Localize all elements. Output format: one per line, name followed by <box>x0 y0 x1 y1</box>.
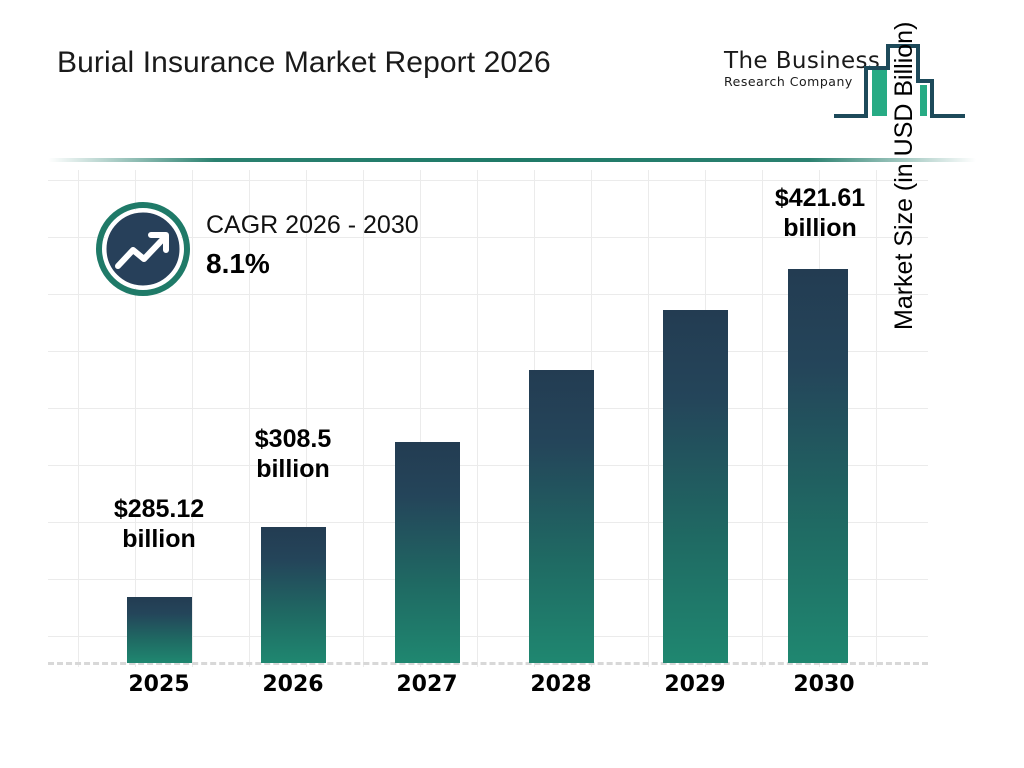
bar-2025[interactable] <box>127 597 192 663</box>
chart-baseline <box>48 662 928 665</box>
bar-value-label-2030: $421.61 billion <box>755 184 885 243</box>
page-title: Burial Insurance Market Report 2026 <box>57 46 551 79</box>
bar-chart-skyline-logo-mark-icon <box>832 38 967 128</box>
bar-value-unit-2030: billion <box>783 213 857 242</box>
chart-plot-area: $285.12 billion $308.5 billion $421.61 b… <box>48 170 928 667</box>
header: Burial Insurance Market Report 2026 The … <box>0 0 1024 140</box>
bar-value-label-2025: $285.12 billion <box>94 495 224 554</box>
bar-value-unit-2025: billion <box>122 524 196 553</box>
bar-value-label-2026: $308.5 billion <box>228 425 358 484</box>
cagr-badge: CAGR 2026 - 2030 8.1% <box>96 202 516 302</box>
x-tick-2026: 2026 <box>262 672 324 697</box>
bar-2026[interactable] <box>261 527 326 663</box>
logo-company-tagline: Research Company <box>724 74 853 90</box>
bar-2028[interactable] <box>529 370 594 663</box>
cagr-trending-up-arrow-icon <box>96 202 190 296</box>
bar-value-unit-2026: billion <box>256 454 330 483</box>
bar-series: $285.12 billion $308.5 billion $421.61 b… <box>48 170 928 663</box>
x-tick-2028: 2028 <box>530 672 592 697</box>
logo-company-name: The Business <box>724 48 881 74</box>
company-logo: The Business Research Company <box>724 38 974 123</box>
bar-2027[interactable] <box>395 442 460 663</box>
cagr-period-label: CAGR 2026 - 2030 <box>206 211 419 239</box>
header-divider <box>48 158 976 162</box>
bar-value-amount-2030: $421.61 <box>774 184 866 212</box>
x-tick-2029: 2029 <box>664 672 726 697</box>
chart-gridlines <box>48 170 928 667</box>
x-tick-2027: 2027 <box>396 672 458 697</box>
x-tick-2030: 2030 <box>793 672 855 697</box>
bar-2029[interactable] <box>663 310 728 663</box>
y-axis-label: Market Size (in USD Billion) <box>890 21 918 330</box>
x-tick-2025: 2025 <box>128 672 190 697</box>
x-axis: 2025 2026 2027 2028 2029 2030 <box>48 672 928 712</box>
bar-2030[interactable] <box>788 269 848 663</box>
cagr-text-block: CAGR 2026 - 2030 8.1% <box>206 210 419 280</box>
cagr-value: 8.1% <box>206 248 270 280</box>
bar-value-amount-2026: $308.5 <box>254 425 332 453</box>
bar-value-amount-2025: $285.12 <box>113 495 205 523</box>
logo-text: The Business Research Company <box>724 48 881 90</box>
